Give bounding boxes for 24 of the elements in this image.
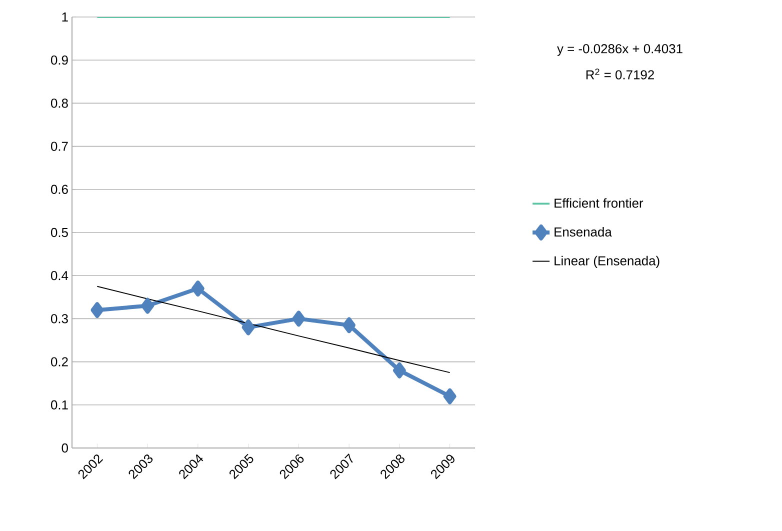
text: y = -0.0286x + 0.4031: [557, 44, 682, 56]
y-tick-label: 0.5: [50, 228, 68, 238]
y-tick-label: 0.3: [50, 314, 68, 324]
point: [342, 317, 356, 334]
point: [443, 388, 456, 404]
y-tick-label: 0.1: [50, 400, 68, 410]
point: [292, 310, 306, 327]
point: [392, 362, 406, 378]
y-tick-label: 0.4: [50, 271, 68, 280]
legend-label: Linear (Ensenada): [554, 256, 660, 268]
point: [242, 319, 255, 336]
y-tick-label: 0.7: [50, 142, 68, 151]
text: R$^{2}$ = 0.7192: [586, 68, 654, 80]
y-tick-label: 0.8: [50, 98, 68, 108]
legend-label: Efficient frontier: [554, 198, 644, 208]
legend-label: Ensenada: [554, 227, 612, 237]
y-tick-label: 0.6: [50, 184, 68, 194]
point: [90, 302, 104, 318]
point: [191, 280, 204, 296]
point: [141, 298, 154, 314]
y-tick-label: 0.2: [50, 357, 68, 366]
y-tick-label: 0.9: [50, 56, 68, 65]
y-tick-label: 0: [62, 443, 68, 453]
y-tick-label: 1: [62, 12, 68, 22]
